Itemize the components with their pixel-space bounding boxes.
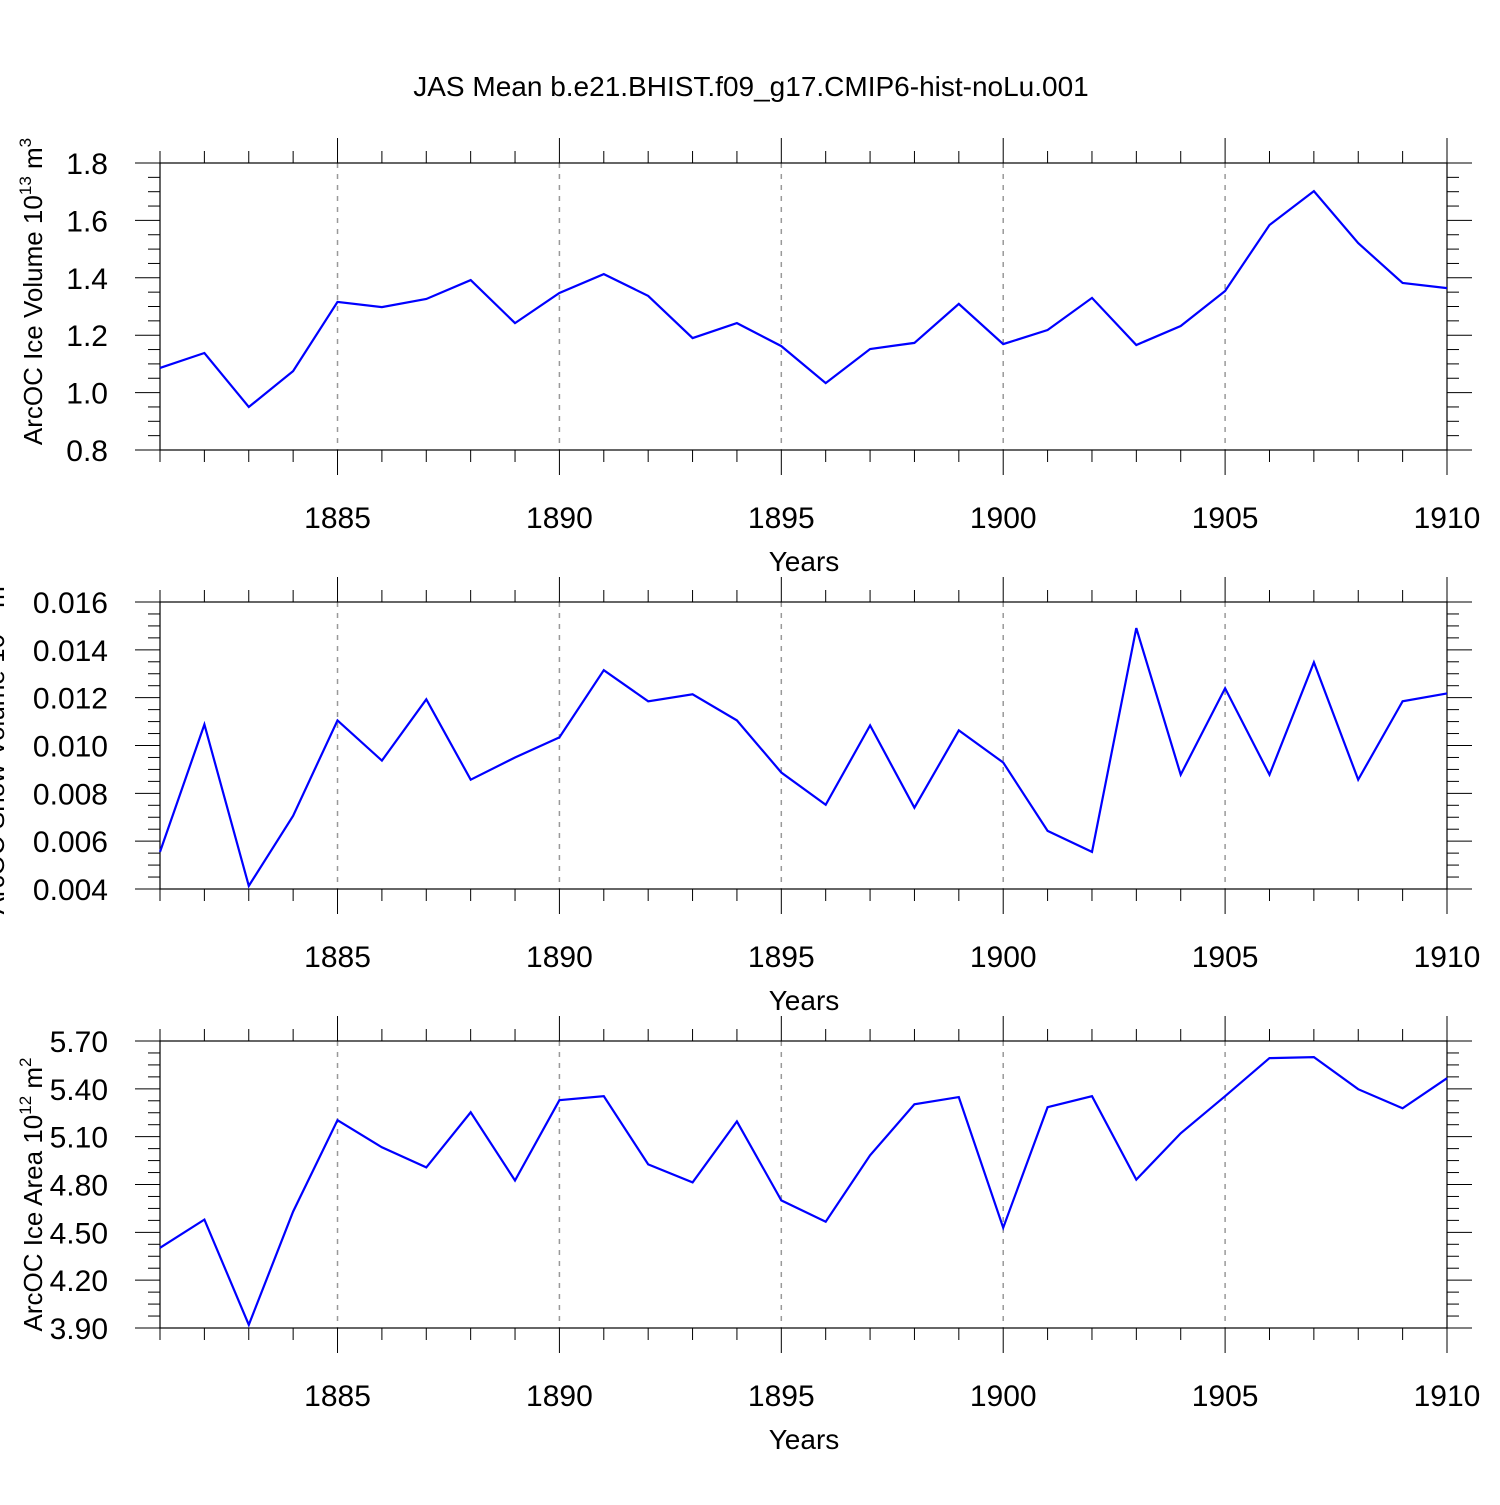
- x-axis-label: Years: [769, 546, 840, 577]
- x-tick-label: 1905: [1192, 1380, 1259, 1413]
- y-tick-label: 3.90: [50, 1313, 108, 1346]
- x-tick-label: 1895: [748, 502, 815, 535]
- x-tick-label: 1885: [304, 941, 371, 974]
- y-tick-label: 0.006: [33, 826, 108, 859]
- x-tick-label: 1885: [304, 1380, 371, 1413]
- y-tick-label: 0.016: [33, 587, 108, 620]
- x-tick-label: 1905: [1192, 941, 1259, 974]
- x-tick-label: 1910: [1414, 1380, 1481, 1413]
- y-tick-label: 0.004: [33, 874, 108, 907]
- y-label-unit-exponent: 3: [16, 138, 35, 147]
- panel-1: 1885 1890 1895 1900 1905 1910 Years 0.8 1.0 1.2 1.…: [16, 138, 1480, 577]
- x-tick-label: 1905: [1192, 502, 1259, 535]
- y-tick-label: 1.0: [66, 378, 108, 411]
- y-tick-label: 0.012: [33, 683, 108, 716]
- y-tick-label: 0.014: [33, 635, 108, 668]
- y-label-text: ArcOC Ice Volume 10: [18, 195, 48, 445]
- data-series-line: [160, 191, 1447, 407]
- panel-2: 1885 1890 1895 1900 1905 1910 Years 0.004 0.006 0…: [0, 577, 1480, 1016]
- y-axis-label: ArcOC Ice Area 1012 m2: [16, 1057, 48, 1331]
- y-label-text: ArcOC Ice Area 10: [18, 1115, 48, 1332]
- chart-title: JAS Mean b.e21.BHIST.f09_g17.CMIP6-hist-…: [413, 71, 1089, 102]
- y-label-text: ArcOC Snow Volume 10: [0, 634, 10, 914]
- y-tick-label: 1.4: [66, 263, 108, 296]
- y-tick-label: 0.010: [33, 731, 108, 764]
- x-tick-label: 1885: [304, 502, 371, 535]
- x-tick-label: 1890: [526, 941, 593, 974]
- y-label-unit: m: [18, 1067, 48, 1096]
- panel-3: 1885 1890 1895 1900 1905 1910 Years 3.90 4.20 4.5…: [16, 1016, 1480, 1455]
- data-series-line: [160, 1057, 1447, 1325]
- y-tick-label: 4.80: [50, 1170, 108, 1203]
- y-axis-label: ArcOC Ice Volume 1013 m3: [16, 138, 48, 445]
- x-axis-label: Years: [769, 985, 840, 1016]
- x-tick-label: 1900: [970, 1380, 1037, 1413]
- y-tick-label: 5.40: [50, 1074, 108, 1107]
- plot-frame: [160, 1041, 1447, 1328]
- x-tick-label: 1890: [526, 1380, 593, 1413]
- x-tick-label: 1890: [526, 502, 593, 535]
- y-tick-label: 4.50: [50, 1217, 108, 1250]
- y-axis-label: ArcOC Snow Volume 1013 m3: [0, 577, 10, 915]
- y-tick-label: 0.008: [33, 778, 108, 811]
- y-label-exponent: 13: [16, 176, 35, 195]
- y-tick-label: 5.10: [50, 1122, 108, 1155]
- y-tick-label: 5.70: [50, 1026, 108, 1059]
- x-tick-label: 1900: [970, 502, 1037, 535]
- x-tick-label: 1910: [1414, 941, 1481, 974]
- y-tick-label: 1.2: [66, 320, 108, 353]
- y-label-unit: m: [18, 147, 48, 176]
- x-tick-label: 1900: [970, 941, 1037, 974]
- y-tick-label: 1.8: [66, 148, 108, 181]
- x-axis-label: Years: [769, 1424, 840, 1455]
- y-label-exponent: 12: [16, 1096, 35, 1115]
- y-tick-label: 4.20: [50, 1265, 108, 1298]
- data-series-line: [160, 628, 1447, 886]
- y-tick-label: 1.6: [66, 205, 108, 238]
- y-label-unit-exponent: 2: [16, 1057, 35, 1066]
- x-tick-label: 1895: [748, 941, 815, 974]
- y-tick-label: 0.8: [66, 435, 108, 468]
- x-tick-label: 1910: [1414, 502, 1481, 535]
- x-tick-label: 1895: [748, 1380, 815, 1413]
- plot-frame: [160, 163, 1447, 450]
- y-label-unit: m: [0, 586, 10, 615]
